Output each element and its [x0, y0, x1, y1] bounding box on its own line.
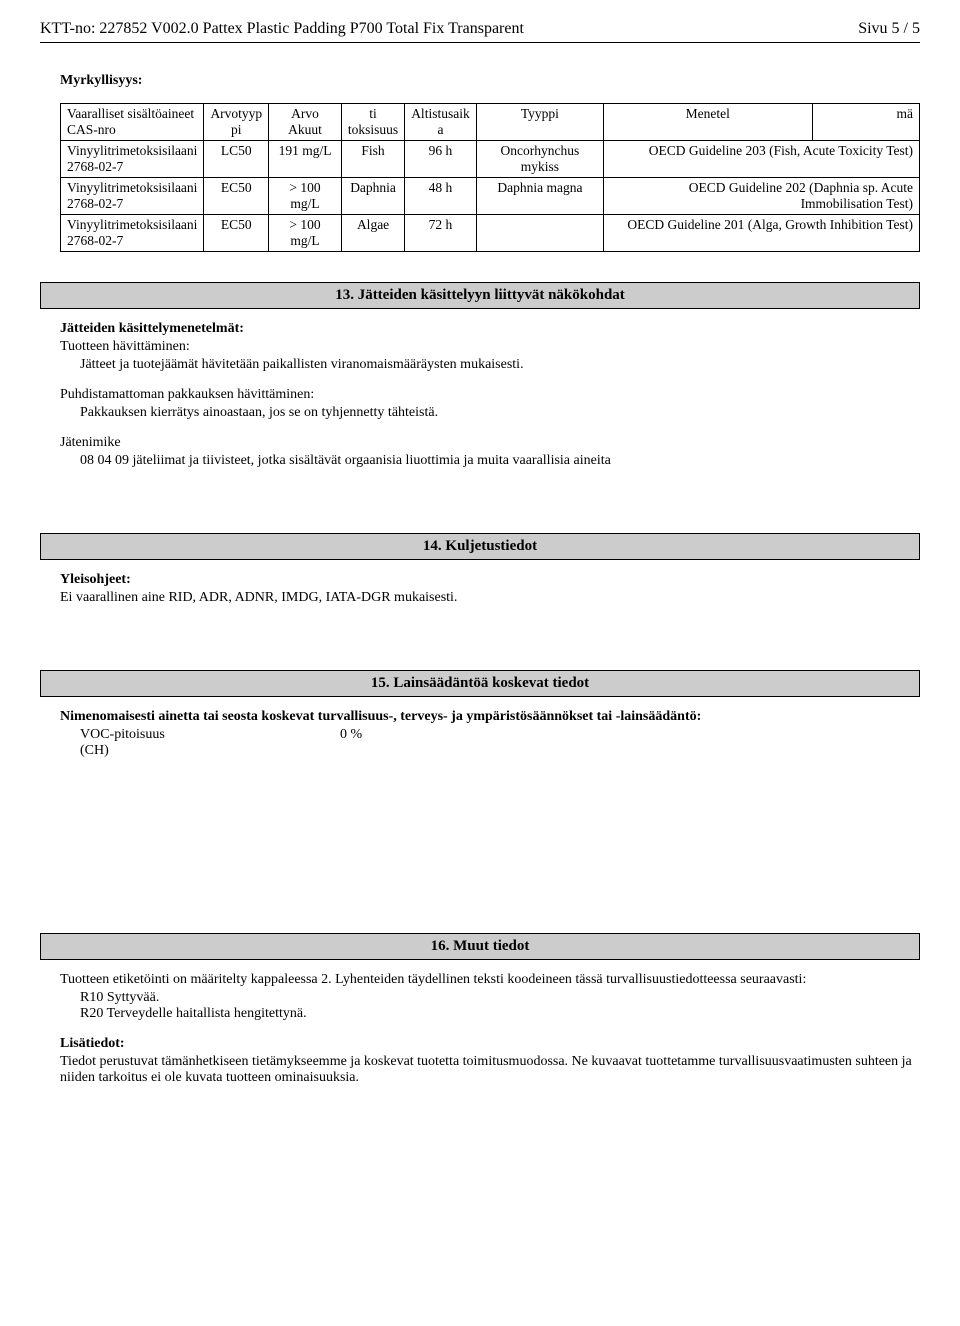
cell-species: Algae: [341, 215, 404, 252]
cell-type: EC50: [204, 215, 269, 252]
section-13-header: 13. Jätteiden käsittelyyn liittyvät näkö…: [40, 282, 920, 309]
additional-title: Lisätiedot:: [60, 1036, 920, 1052]
cell-value: > 100 mg/L: [269, 178, 342, 215]
th-menetel: Menetel: [604, 104, 812, 141]
waste-methods-title: Jätteiden käsittelymenetelmät:: [60, 321, 920, 337]
regulation-title: Nimenomaisesti ainetta tai seosta koskev…: [60, 709, 920, 725]
waste-code-title: Jätenimike: [60, 435, 920, 451]
cell-species: Fish: [341, 141, 404, 178]
general-transport-text: Ei vaarallinen aine RID, ADR, ADNR, IMDG…: [60, 590, 920, 606]
cell-method: OECD Guideline 202 (Daphnia sp. Acute Im…: [604, 178, 920, 215]
cell-method: OECD Guideline 203 (Fish, Acute Toxicity…: [604, 141, 920, 178]
general-transport-title: Yleisohjeet:: [60, 572, 920, 588]
table-row: Vinyylitrimetoksisilaani 2768-02-7 EC50 …: [61, 215, 920, 252]
cell-substance: Vinyylitrimetoksisilaani 2768-02-7: [61, 215, 204, 252]
cell-time: 72 h: [405, 215, 477, 252]
disposal-title: Tuotteen hävittäminen:: [60, 339, 920, 355]
section-14-header: 14. Kuljetustiedot: [40, 533, 920, 560]
th-type: Arvotyyp pi: [204, 104, 269, 141]
toxicity-title: Myrkyllisyys:: [60, 73, 920, 89]
table-header-row: Vaaralliset sisältöaineet CAS-nro Arvoty…: [61, 104, 920, 141]
disposal-text: Jätteet ja tuotejäämät hävitetään paikal…: [80, 357, 920, 373]
cell-species: Daphnia: [341, 178, 404, 215]
table-row: Vinyylitrimetoksisilaani 2768-02-7 LC50 …: [61, 141, 920, 178]
cell-method: OECD Guideline 201 (Alga, Growth Inhibit…: [604, 215, 920, 252]
additional-text: Tiedot perustuvat tämänhetkiseen tietämy…: [60, 1054, 920, 1086]
cell-test-species: Daphnia magna: [476, 178, 603, 215]
cell-time: 48 h: [405, 178, 477, 215]
cell-value: 191 mg/L: [269, 141, 342, 178]
labeling-text: Tuotteen etiketöinti on määritelty kappa…: [60, 972, 920, 988]
cell-substance: Vinyylitrimetoksisilaani 2768-02-7: [61, 141, 204, 178]
packaging-title: Puhdistamattoman pakkauksen hävittäminen…: [60, 387, 920, 403]
cell-test-species: Oncorhynchus mykiss: [476, 141, 603, 178]
header-right: Sivu 5 / 5: [858, 20, 920, 38]
th-time: Altistusaik a: [405, 104, 477, 141]
toxicity-table: Vaaralliset sisältöaineet CAS-nro Arvoty…: [60, 103, 920, 252]
cell-type: EC50: [204, 178, 269, 215]
table-row: Vinyylitrimetoksisilaani 2768-02-7 EC50 …: [61, 178, 920, 215]
header-divider: [40, 42, 920, 43]
cell-value: > 100 mg/L: [269, 215, 342, 252]
r20-text: R20 Terveydelle haitallista hengitettynä…: [80, 1006, 920, 1022]
th-substance: Vaaralliset sisältöaineet CAS-nro: [61, 104, 204, 141]
cell-type: LC50: [204, 141, 269, 178]
cell-test-species: [476, 215, 603, 252]
waste-code-text: 08 04 09 jäteliimat ja tiivisteet, jotka…: [80, 453, 920, 469]
section-15-header: 15. Lainsäädäntöä koskevat tiedot: [40, 670, 920, 697]
page-header: KTT-no: 227852 V002.0 Pattex Plastic Pad…: [40, 20, 920, 38]
r10-text: R10 Syttyvää.: [80, 990, 920, 1006]
header-left: KTT-no: 227852 V002.0 Pattex Plastic Pad…: [40, 20, 524, 38]
th-value: Arvo Akuut: [269, 104, 342, 141]
voc-row: VOC-pitoisuus (CH) 0 %: [80, 727, 920, 759]
voc-value: 0 %: [340, 727, 362, 759]
packaging-text: Pakkauksen kierrätys ainoastaan, jos se …: [80, 405, 920, 421]
th-species: Tyyppi: [476, 104, 603, 141]
voc-label: VOC-pitoisuus (CH): [80, 727, 340, 759]
th-ma: mä: [812, 104, 919, 141]
th-tox: ti toksisuus: [341, 104, 404, 141]
cell-time: 96 h: [405, 141, 477, 178]
cell-substance: Vinyylitrimetoksisilaani 2768-02-7: [61, 178, 204, 215]
section-16-header: 16. Muut tiedot: [40, 933, 920, 960]
